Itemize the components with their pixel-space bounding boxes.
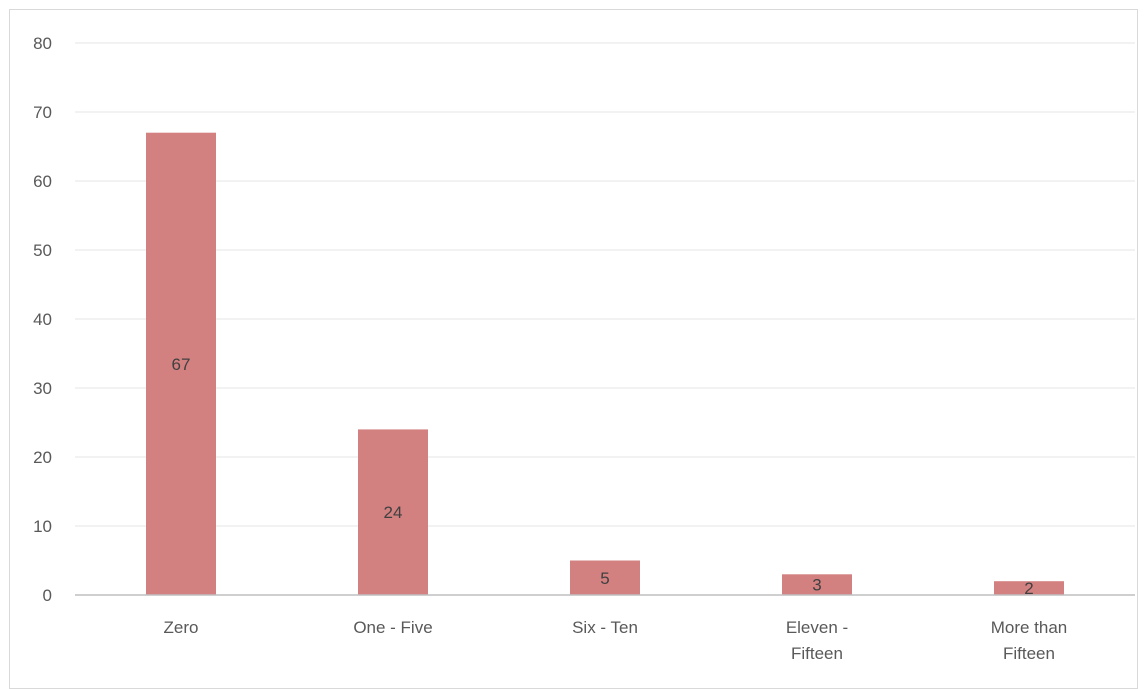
bar bbox=[994, 581, 1064, 595]
y-tick-label: 10 bbox=[33, 517, 52, 536]
y-tick-label: 70 bbox=[33, 103, 52, 122]
x-category-label-line: Zero bbox=[164, 618, 199, 637]
gridlines bbox=[75, 42, 1135, 527]
y-tick-label: 20 bbox=[33, 448, 52, 467]
bar bbox=[570, 560, 640, 595]
y-tick-label: 80 bbox=[33, 34, 52, 53]
x-category-label-line: Six - Ten bbox=[572, 618, 638, 637]
data-label: 67 bbox=[172, 355, 191, 374]
x-category-label: Zero bbox=[164, 618, 199, 637]
x-category-label-line: Eleven - bbox=[786, 618, 848, 637]
x-category-label: More than Fifteen bbox=[991, 618, 1068, 663]
x-category-label: One - Five bbox=[353, 618, 432, 637]
x-category-label: Six - Ten bbox=[572, 618, 638, 637]
y-tick-label: 60 bbox=[33, 172, 52, 191]
x-category-label: Eleven - Fifteen bbox=[786, 618, 848, 663]
data-label: 2 bbox=[1024, 579, 1033, 598]
bar bbox=[146, 132, 216, 595]
labels: 0 10 20 30 40 50 60 70 80 67 Zero 24 One - Five 5 Six … bbox=[33, 34, 1067, 663]
bars bbox=[146, 132, 1064, 595]
y-tick-label: 50 bbox=[33, 241, 52, 260]
y-tick-label: 40 bbox=[33, 310, 52, 329]
bar bbox=[782, 574, 852, 595]
data-label: 3 bbox=[812, 576, 821, 595]
x-category-label-line: Fifteen bbox=[1003, 644, 1055, 663]
y-tick-label: 30 bbox=[33, 379, 52, 398]
x-category-label-line: Fifteen bbox=[791, 644, 843, 663]
y-tick-label: 0 bbox=[43, 586, 52, 605]
x-category-label-line: One - Five bbox=[353, 618, 432, 637]
data-label: 24 bbox=[384, 503, 403, 522]
data-label: 5 bbox=[600, 569, 609, 588]
x-category-label-line: More than bbox=[991, 618, 1068, 637]
bar bbox=[358, 429, 428, 595]
